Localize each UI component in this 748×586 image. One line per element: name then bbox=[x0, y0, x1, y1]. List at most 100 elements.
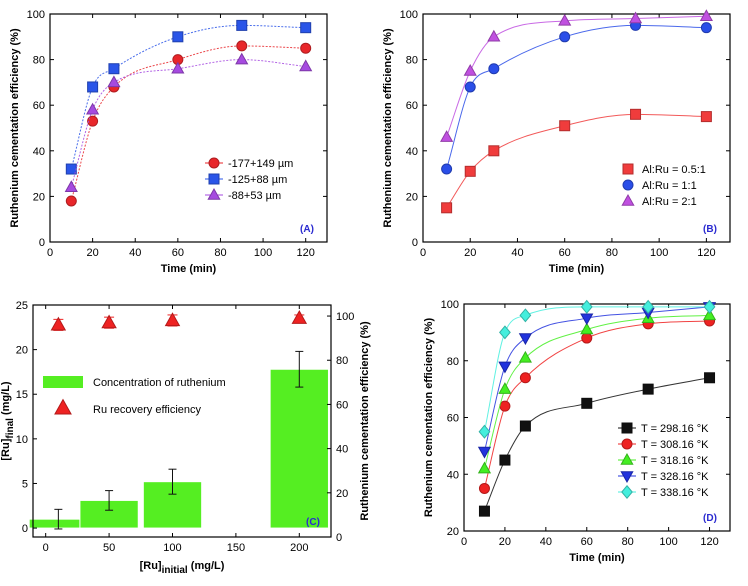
data-point bbox=[87, 81, 99, 93]
x-tick-label: 20 bbox=[464, 247, 476, 259]
data-point bbox=[630, 108, 642, 120]
data-point bbox=[172, 31, 184, 43]
x-tick-label: 80 bbox=[606, 247, 618, 259]
x-tick-label: 0 bbox=[420, 247, 426, 259]
data-point bbox=[580, 313, 594, 326]
data-point bbox=[519, 420, 531, 432]
legend-marker bbox=[620, 452, 634, 465]
x-axis-title-sub: initial bbox=[162, 565, 188, 576]
x-tick-label: 0 bbox=[461, 536, 467, 548]
data-point bbox=[87, 115, 99, 127]
legend-marker bbox=[207, 187, 221, 200]
data-point bbox=[300, 22, 312, 34]
series-line bbox=[446, 15, 707, 138]
data-point bbox=[518, 350, 532, 363]
plot-frame bbox=[422, 13, 731, 243]
y-tick-label: 0 bbox=[412, 237, 418, 249]
legend-label: Al:Ru = 0.5:1 bbox=[642, 164, 706, 176]
data-point bbox=[107, 75, 121, 88]
data-point bbox=[642, 383, 654, 395]
legend-label: T = 298.16 °K bbox=[641, 423, 709, 435]
x-tick-label: 0 bbox=[43, 542, 49, 554]
data-point bbox=[559, 31, 571, 43]
recovery-point bbox=[50, 316, 67, 331]
legend-label: T = 328.16 °K bbox=[641, 471, 709, 483]
y-axis-title-sub: final bbox=[5, 418, 16, 439]
y-tick-label: 20 bbox=[16, 345, 28, 357]
panel-label: (B) bbox=[703, 224, 717, 235]
data-point bbox=[478, 482, 490, 494]
series-line bbox=[446, 24, 707, 170]
x-tick-label: 60 bbox=[581, 536, 593, 548]
series-line bbox=[446, 113, 707, 209]
data-point bbox=[498, 382, 512, 394]
y-tick-label: 100 bbox=[441, 299, 459, 311]
x-tick-label: 120 bbox=[697, 247, 715, 259]
x-tick-label: 100 bbox=[659, 536, 677, 548]
legend-marker bbox=[621, 438, 633, 450]
y-axis-title-unit: (mg/L) bbox=[0, 381, 12, 418]
y-tick-label: 20 bbox=[406, 191, 418, 203]
x-tick-label: 150 bbox=[227, 542, 245, 554]
panel-label: (A) bbox=[300, 224, 314, 235]
y-tick-label: 5 bbox=[22, 478, 28, 490]
y-tick-label: 60 bbox=[406, 100, 418, 112]
y2-tick-label: 80 bbox=[336, 355, 348, 367]
x-tick-label: 100 bbox=[254, 247, 272, 259]
x-tick-label: 120 bbox=[297, 247, 315, 259]
bar bbox=[269, 368, 329, 529]
y-tick-label: 100 bbox=[27, 9, 45, 21]
y2-axis-title: Ruthenium cementation efficiency (%) bbox=[359, 321, 371, 521]
y-axis-title: [Ru]final (mg/L) bbox=[0, 381, 16, 461]
y-axis-title: Ruthenium cementation efficiency (%) bbox=[382, 28, 394, 228]
data-point bbox=[464, 165, 476, 177]
data-point bbox=[236, 19, 248, 31]
series-line bbox=[70, 24, 306, 170]
chart-panel-a: 0 20 40 60 80 100 120 0 20 40 60 80 100 Time (min) Rut… bbox=[9, 9, 328, 275]
data-point bbox=[628, 11, 643, 24]
data-point bbox=[463, 63, 477, 76]
x-tick-label: 100 bbox=[163, 542, 181, 554]
data-point bbox=[702, 308, 717, 321]
y2-tick-label: 20 bbox=[336, 488, 348, 500]
legend-marker bbox=[54, 398, 72, 415]
x-tick-label: 40 bbox=[511, 247, 523, 259]
data-point bbox=[704, 372, 716, 384]
x-tick-label: 80 bbox=[214, 247, 226, 259]
legend: T = 298.16 °K T = 308.16 °K T = 318.16 °K T… bbox=[618, 422, 709, 500]
x-tick-label: 200 bbox=[290, 542, 308, 554]
y-tick-label: 20 bbox=[447, 526, 459, 538]
panel-label: (D) bbox=[703, 513, 717, 524]
legend-label: T = 318.16 °K bbox=[641, 455, 709, 467]
data-point bbox=[703, 299, 716, 314]
data-point bbox=[499, 454, 511, 466]
y-tick-label: 0 bbox=[39, 237, 45, 249]
legend-label: T = 338.16 °K bbox=[641, 487, 709, 499]
y2-tick-label: 0 bbox=[336, 532, 342, 544]
legend-marker bbox=[208, 157, 220, 169]
data-point bbox=[581, 332, 593, 344]
x-axis-title-unit: (mg/L) bbox=[188, 560, 225, 572]
legend-marker bbox=[208, 173, 220, 185]
x-tick-label: 100 bbox=[650, 247, 668, 259]
x-tick-label: 40 bbox=[540, 536, 552, 548]
data-point bbox=[699, 9, 713, 22]
data-point bbox=[700, 22, 712, 34]
y-tick-label: 25 bbox=[16, 300, 28, 312]
legend: Al:Ru = 0.5:1 Al:Ru = 1:1 Al:Ru = 2:1 bbox=[621, 163, 706, 208]
y-tick-label: 40 bbox=[447, 469, 459, 481]
x-axis-title: Time (min) bbox=[549, 263, 605, 275]
recovery-point bbox=[291, 310, 308, 324]
legend-label: Al:Ru = 1:1 bbox=[642, 180, 697, 192]
data-point bbox=[478, 505, 490, 517]
x-axis-title-main: [Ru] bbox=[140, 560, 162, 572]
data-point bbox=[488, 145, 500, 157]
legend-label: Ru recovery efficiency bbox=[93, 404, 202, 416]
legend-label: T = 308.16 °K bbox=[641, 439, 709, 451]
legend-marker bbox=[620, 471, 634, 484]
data-point bbox=[464, 81, 476, 93]
y-tick-label: 60 bbox=[447, 413, 459, 425]
legend-label: Concentration of ruthenium bbox=[93, 377, 226, 389]
data-point bbox=[518, 333, 532, 346]
data-point bbox=[499, 400, 511, 412]
